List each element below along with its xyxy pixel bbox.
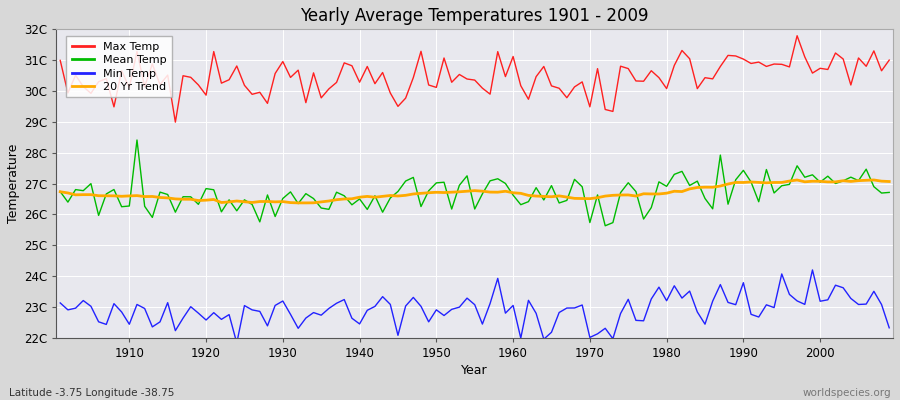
Y-axis label: Temperature: Temperature: [7, 144, 20, 223]
Legend: Max Temp, Mean Temp, Min Temp, 20 Yr Trend: Max Temp, Mean Temp, Min Temp, 20 Yr Tre…: [66, 36, 172, 98]
Text: Latitude -3.75 Longitude -38.75: Latitude -3.75 Longitude -38.75: [9, 388, 175, 398]
X-axis label: Year: Year: [462, 364, 488, 377]
Text: worldspecies.org: worldspecies.org: [803, 388, 891, 398]
Title: Yearly Average Temperatures 1901 - 2009: Yearly Average Temperatures 1901 - 2009: [301, 7, 649, 25]
